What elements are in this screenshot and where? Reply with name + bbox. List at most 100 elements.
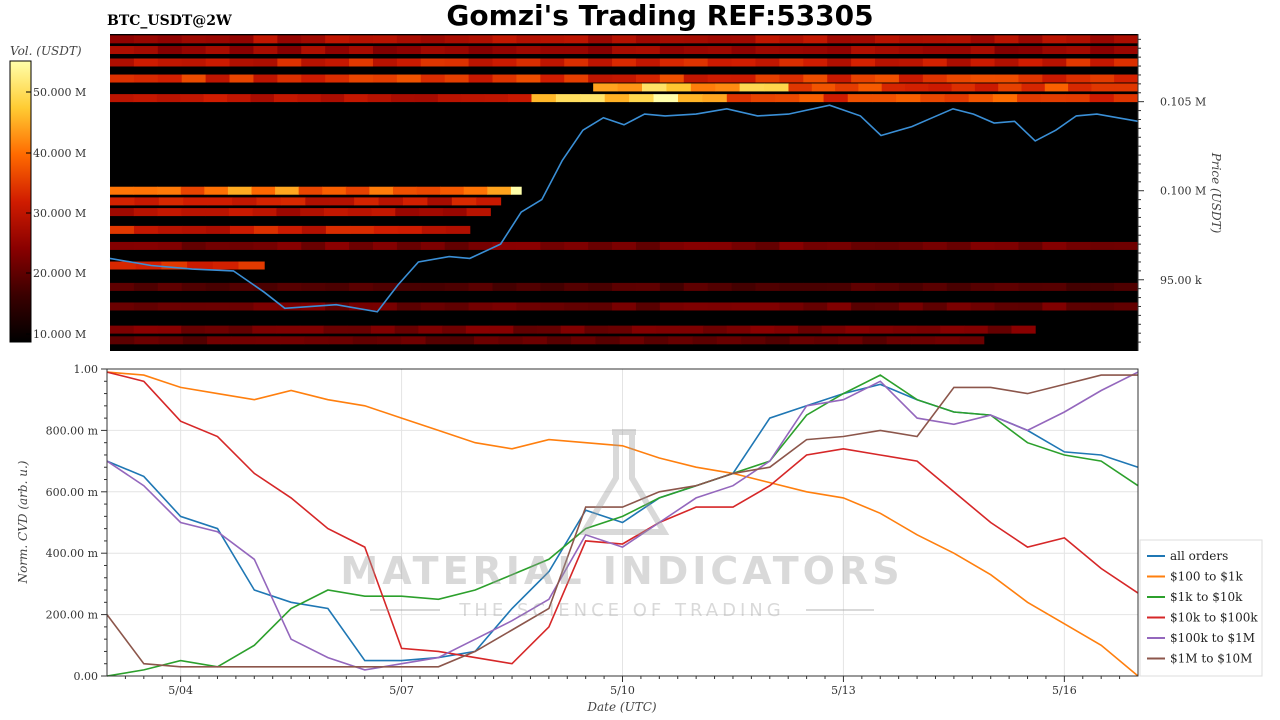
liquidity-band [1042, 241, 1067, 250]
watermark-tagline: THE SCIENCE OF TRADING [458, 600, 784, 621]
price-axis-label: Price (USDT) [1209, 152, 1223, 234]
liquidity-band [255, 336, 281, 345]
liquidity-band [827, 58, 852, 67]
liquidity-band [420, 35, 446, 44]
liquidity-band [922, 241, 948, 250]
liquidity-band [325, 302, 350, 311]
liquidity-band [516, 46, 541, 55]
liquidity-band [940, 325, 965, 334]
liquidity-band [378, 197, 404, 206]
liquidity-band [394, 325, 419, 334]
liquidity-band [516, 241, 541, 250]
liquidity-band [987, 325, 1012, 334]
liquidity-band [974, 83, 999, 92]
colorbar-tick-label: 20.000 M [33, 267, 86, 280]
liquidity-band [204, 325, 230, 334]
liquidity-band [789, 336, 815, 345]
liquidity-band [755, 46, 780, 55]
liquidity-band [133, 94, 158, 103]
liquidity-band [1090, 302, 1115, 311]
liquidity-band [851, 302, 876, 311]
liquidity-band [540, 58, 565, 67]
liquidity-band [564, 46, 589, 55]
cvd-y-tick-label: 400.00 m [46, 547, 99, 560]
liquidity-band [256, 197, 282, 206]
liquidity-band [588, 58, 613, 67]
liquidity-band [372, 302, 398, 311]
liquidity-band [1042, 46, 1067, 55]
liquidity-band [110, 241, 135, 250]
liquidity-band [419, 208, 444, 217]
liquidity-band [994, 35, 1019, 44]
liquidity-band [1114, 241, 1139, 250]
liquidity-band [133, 74, 159, 83]
liquidity-band [593, 83, 619, 92]
liquidity-band [253, 282, 278, 291]
legend-entry: $10k to $100k [1170, 611, 1258, 625]
liquidity-band [231, 336, 257, 345]
liquidity-band [779, 282, 804, 291]
liquidity-band [420, 58, 446, 67]
liquidity-band [666, 83, 692, 92]
liquidity-band [1114, 46, 1139, 55]
legend-entry: $100 to $1k [1170, 570, 1243, 584]
liquidity-band [1068, 83, 1092, 92]
liquidity-band [851, 282, 876, 291]
liquidity-band [779, 46, 804, 55]
liquidity-band [1066, 302, 1091, 311]
colorbar [9, 60, 32, 343]
liquidity-band [970, 282, 996, 291]
liquidity-band [968, 94, 994, 103]
liquidity-band [803, 74, 828, 83]
liquidity-band [731, 74, 756, 83]
liquidity-band [229, 302, 254, 311]
liquidity-band [617, 83, 643, 92]
liquidity-band [250, 94, 275, 103]
cvd-series-line [106, 371, 1139, 677]
liquidity-band [821, 325, 846, 334]
liquidity-band [349, 241, 374, 250]
liquidity-band [396, 241, 422, 250]
liquidity-band [325, 241, 350, 250]
liquidity-band [277, 302, 302, 311]
liquidity-band [372, 74, 398, 83]
liquidity-band [468, 46, 494, 55]
liquidity-band [886, 336, 912, 345]
liquidity-band [970, 74, 996, 83]
liquidity-band [328, 336, 354, 345]
liquidity-band [635, 46, 661, 55]
liquidity-band [442, 325, 467, 334]
liquidity-band [564, 35, 589, 44]
liquidity-band [619, 336, 645, 345]
liquidity-band [892, 325, 918, 334]
liquidity-band [731, 302, 756, 311]
liquidity-band [229, 282, 254, 291]
liquidity-band [803, 35, 828, 44]
liquidity-band [227, 94, 251, 103]
liquidity-band [508, 94, 532, 103]
liquidity-band [765, 336, 791, 345]
liquidity-band [1089, 94, 1115, 103]
liquidity-band [1066, 282, 1091, 291]
liquidity-band [1090, 74, 1115, 83]
price-axis: 95.00 k 0.100 M 0.105 M [1137, 34, 1206, 351]
liquidity-band [910, 336, 936, 345]
liquidity-band [253, 241, 278, 250]
liquidity-band [401, 336, 427, 345]
liquidity-band [252, 325, 277, 334]
liquidity-band [707, 241, 733, 250]
liquidity-band [181, 74, 207, 83]
liquidity-band [584, 325, 609, 334]
liquidity-band [232, 197, 257, 206]
liquidity-band [679, 325, 704, 334]
liquidity-band [516, 35, 541, 44]
liquidity-band [922, 46, 948, 55]
liquidity-band [1090, 241, 1115, 250]
liquidity-band [1065, 94, 1091, 103]
liquidity-band [677, 94, 703, 103]
liquidity-band [741, 336, 766, 345]
liquidity-band [110, 325, 135, 334]
liquidity-band [157, 74, 183, 83]
liquidity-band [851, 35, 876, 44]
liquidity-band [349, 282, 374, 291]
